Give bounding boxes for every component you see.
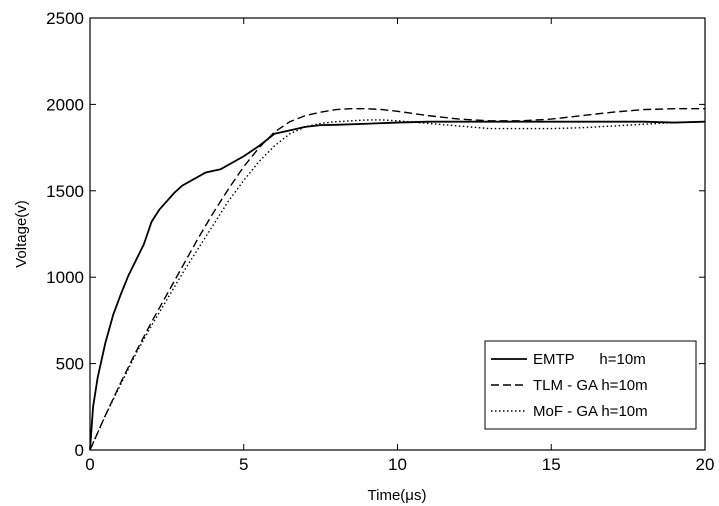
y-tick-label: 1000: [46, 268, 84, 287]
x-tick-label: 10: [388, 455, 407, 474]
series-line-2: [89, 108, 705, 451]
y-tick-label: 2000: [46, 95, 84, 114]
legend-label-3: MoF - GA h=10m: [533, 403, 648, 420]
x-axis-label: Time(μs): [368, 487, 427, 504]
x-tick-label: 15: [542, 455, 561, 474]
legend-box: [484, 340, 697, 430]
y-tick-label: 2500: [46, 9, 84, 28]
legend-label-2: TLM - GA h=10m: [533, 377, 648, 394]
x-tick-label: 0: [85, 455, 94, 474]
y-tick-label: 0: [75, 441, 84, 460]
series-layer: [89, 108, 706, 451]
x-tick-label: 5: [239, 455, 248, 474]
legend: EMTP h=10m TLM - GA h=10m MoF - GA h=10m: [484, 340, 697, 430]
tick-layer: 0 5 10 15 20 0 500 1000 1500 2000 2500: [46, 9, 714, 474]
y-tick-label: 1500: [46, 182, 84, 201]
x-tick-label: 20: [696, 455, 715, 474]
series-line-3: [89, 119, 706, 451]
y-tick-label: 500: [56, 355, 84, 374]
legend-label-1: EMTP h=10m: [533, 351, 646, 368]
y-axis-label: Voltage(v): [13, 200, 30, 268]
series-line-1: [89, 120, 706, 451]
